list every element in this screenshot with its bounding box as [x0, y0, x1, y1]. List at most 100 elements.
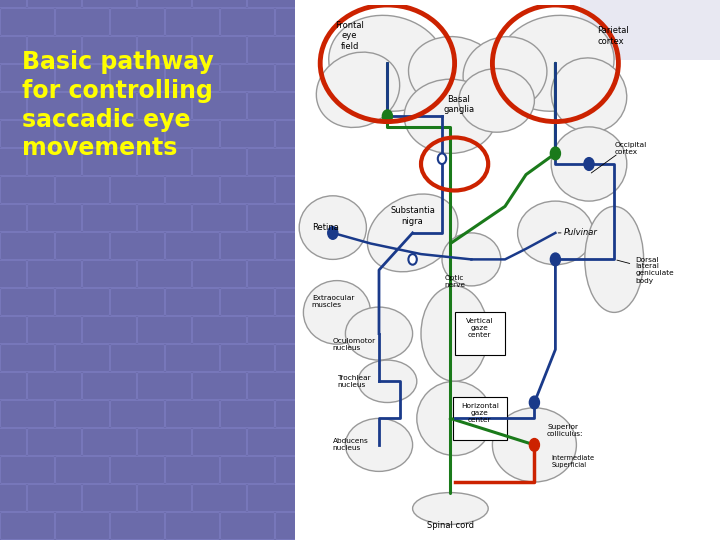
FancyBboxPatch shape — [0, 37, 27, 64]
FancyBboxPatch shape — [55, 233, 109, 260]
Circle shape — [529, 438, 539, 451]
FancyBboxPatch shape — [0, 260, 27, 287]
FancyBboxPatch shape — [166, 233, 220, 260]
Circle shape — [438, 153, 446, 164]
FancyBboxPatch shape — [55, 512, 109, 539]
FancyBboxPatch shape — [0, 205, 27, 232]
FancyBboxPatch shape — [110, 233, 164, 260]
FancyBboxPatch shape — [248, 37, 302, 64]
FancyBboxPatch shape — [1, 233, 55, 260]
FancyBboxPatch shape — [220, 288, 274, 315]
Ellipse shape — [404, 79, 497, 153]
FancyBboxPatch shape — [138, 373, 192, 400]
FancyBboxPatch shape — [248, 92, 302, 119]
FancyBboxPatch shape — [192, 373, 246, 400]
FancyBboxPatch shape — [220, 456, 274, 483]
FancyBboxPatch shape — [0, 92, 27, 119]
Circle shape — [382, 110, 392, 123]
FancyBboxPatch shape — [83, 0, 137, 8]
Ellipse shape — [421, 286, 488, 381]
FancyBboxPatch shape — [138, 148, 192, 176]
Circle shape — [550, 253, 560, 266]
FancyBboxPatch shape — [220, 120, 274, 147]
FancyBboxPatch shape — [1, 345, 55, 372]
FancyBboxPatch shape — [248, 0, 302, 8]
FancyBboxPatch shape — [276, 9, 330, 36]
FancyBboxPatch shape — [83, 92, 137, 119]
Text: Intermediate
Superficial: Intermediate Superficial — [552, 456, 594, 469]
FancyBboxPatch shape — [1, 177, 55, 204]
FancyBboxPatch shape — [166, 177, 220, 204]
Text: Optic
nerve: Optic nerve — [444, 275, 465, 288]
FancyBboxPatch shape — [27, 92, 81, 119]
FancyBboxPatch shape — [192, 0, 246, 8]
FancyBboxPatch shape — [83, 148, 137, 176]
FancyBboxPatch shape — [220, 512, 274, 539]
Text: Extraocular
muscles: Extraocular muscles — [312, 295, 354, 308]
FancyBboxPatch shape — [248, 373, 302, 400]
FancyBboxPatch shape — [192, 37, 246, 64]
FancyBboxPatch shape — [302, 0, 356, 8]
FancyBboxPatch shape — [302, 316, 356, 343]
FancyBboxPatch shape — [192, 260, 246, 287]
FancyBboxPatch shape — [27, 484, 81, 511]
FancyBboxPatch shape — [55, 401, 109, 428]
FancyBboxPatch shape — [110, 288, 164, 315]
Ellipse shape — [552, 58, 626, 132]
Text: Basic pathway
for controlling
saccadic eye
movements: Basic pathway for controlling saccadic e… — [22, 50, 214, 160]
FancyBboxPatch shape — [55, 288, 109, 315]
FancyBboxPatch shape — [276, 177, 330, 204]
FancyBboxPatch shape — [0, 0, 27, 8]
FancyBboxPatch shape — [276, 456, 330, 483]
FancyBboxPatch shape — [1, 64, 55, 91]
FancyBboxPatch shape — [27, 429, 81, 456]
FancyBboxPatch shape — [27, 148, 81, 176]
FancyBboxPatch shape — [166, 345, 220, 372]
Text: Oculomotor
nucleus: Oculomotor nucleus — [333, 338, 376, 350]
FancyBboxPatch shape — [276, 120, 330, 147]
FancyBboxPatch shape — [220, 233, 274, 260]
FancyBboxPatch shape — [138, 260, 192, 287]
Text: Dorsal
lateral
geniculate
body: Dorsal lateral geniculate body — [617, 256, 674, 284]
Ellipse shape — [497, 15, 614, 111]
FancyBboxPatch shape — [166, 9, 220, 36]
Ellipse shape — [442, 233, 501, 286]
Text: Spinal cord: Spinal cord — [427, 521, 474, 530]
FancyBboxPatch shape — [110, 456, 164, 483]
Text: Frontal
eye
field: Frontal eye field — [336, 21, 364, 51]
Ellipse shape — [303, 281, 371, 344]
FancyBboxPatch shape — [110, 401, 164, 428]
FancyBboxPatch shape — [0, 373, 27, 400]
FancyBboxPatch shape — [302, 373, 356, 400]
FancyBboxPatch shape — [166, 512, 220, 539]
FancyBboxPatch shape — [138, 92, 192, 119]
Ellipse shape — [408, 37, 500, 111]
Bar — [580, 0, 720, 60]
FancyBboxPatch shape — [83, 484, 137, 511]
FancyBboxPatch shape — [302, 148, 356, 176]
Text: Superior
colliculus:: Superior colliculus: — [547, 424, 583, 437]
FancyBboxPatch shape — [248, 260, 302, 287]
FancyBboxPatch shape — [110, 120, 164, 147]
FancyBboxPatch shape — [55, 345, 109, 372]
FancyBboxPatch shape — [1, 120, 55, 147]
Ellipse shape — [492, 408, 577, 482]
Ellipse shape — [417, 381, 492, 456]
FancyBboxPatch shape — [55, 456, 109, 483]
FancyBboxPatch shape — [276, 288, 330, 315]
FancyBboxPatch shape — [110, 512, 164, 539]
Text: Occipital
cortex: Occipital cortex — [614, 141, 647, 154]
FancyBboxPatch shape — [1, 456, 55, 483]
Ellipse shape — [463, 37, 547, 111]
FancyBboxPatch shape — [55, 177, 109, 204]
FancyBboxPatch shape — [27, 316, 81, 343]
Text: Basal
ganglia: Basal ganglia — [444, 95, 474, 114]
FancyBboxPatch shape — [166, 120, 220, 147]
FancyBboxPatch shape — [110, 345, 164, 372]
FancyBboxPatch shape — [27, 373, 81, 400]
Bar — [454, 313, 505, 355]
FancyBboxPatch shape — [248, 484, 302, 511]
Circle shape — [584, 158, 594, 170]
FancyBboxPatch shape — [0, 148, 27, 176]
FancyBboxPatch shape — [83, 373, 137, 400]
